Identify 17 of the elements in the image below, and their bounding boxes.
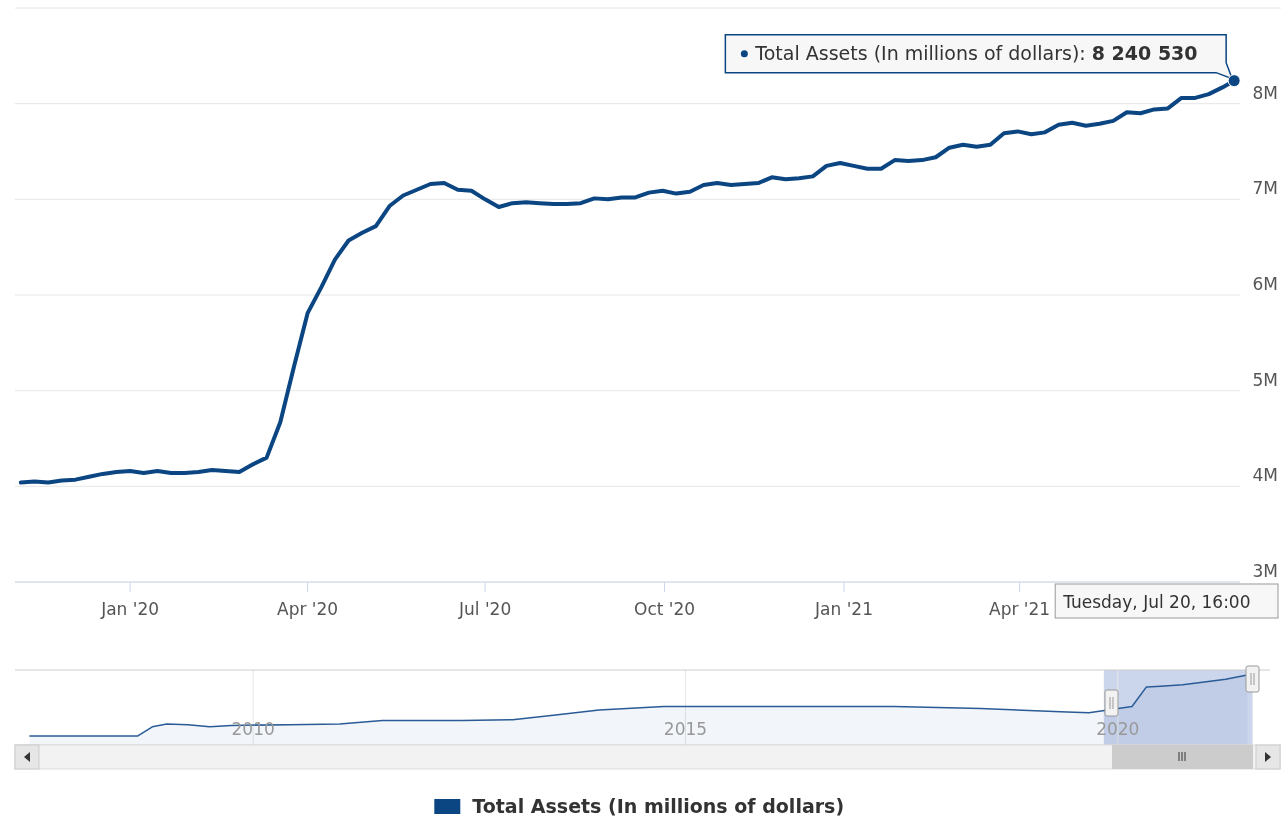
y-tick-label: 8M [1252,82,1278,103]
x-tick-label: Jul '20 [457,599,512,619]
text: Tuesday, Jul 20, 16:00 [1062,592,1251,612]
x-tick-label: Apr '21 [989,599,1051,619]
y-tick-label: 7M [1252,178,1278,199]
y-tick-label: 4M [1252,465,1278,486]
y-tick-label: 6M [1252,274,1278,294]
y-tick-label: 3M [1252,561,1278,581]
legend-label: Total Assets (In millions of dollars) [472,795,845,817]
y-tick-label: 5M [1252,369,1278,390]
x-tick-label: Jan '20 [100,599,160,619]
x-tick-label: 2015 [663,719,708,739]
x-tick-label: 2020 [1096,719,1140,739]
x-tick-label: Oct '20 [634,599,696,619]
x-tick-label: Apr '20 [277,599,339,619]
annotation: Total Assets (In millions of dollars): 8 240 530 [754,41,1198,64]
x-tick-label: Jan '21 [814,599,873,619]
